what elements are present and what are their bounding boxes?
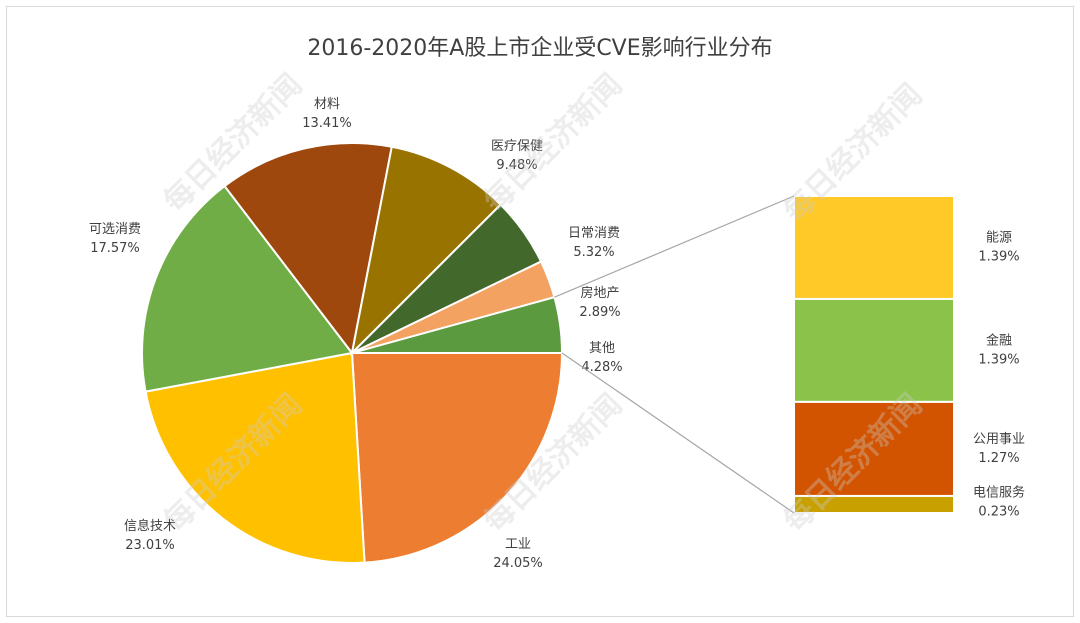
slice-value-label: 23.01%: [125, 538, 175, 553]
slice-label: 医疗保健: [491, 139, 543, 154]
breakdown-label: 电信服务: [973, 485, 1025, 501]
breakdown-value-label: 1.39%: [978, 250, 1019, 265]
breakdown-segment: [793, 297, 955, 403]
pie-slice: [350, 352, 564, 564]
breakdown-label: 能源: [986, 231, 1012, 246]
slice-value-label: 13.41%: [302, 116, 352, 131]
breakdown-value-label: 1.27%: [978, 451, 1019, 466]
slice-label: 日常消费: [568, 226, 620, 241]
pie-slice: [350, 145, 503, 357]
slice-label: 信息技术: [124, 518, 176, 534]
slice-value-label: 24.05%: [493, 556, 543, 571]
breakdown-label: 公用事业: [973, 432, 1025, 447]
pie-slice: [141, 184, 354, 393]
slice-label: 工业: [505, 537, 531, 552]
slice-value-label: 9.48%: [496, 158, 537, 173]
slice-value-label: 4.28%: [581, 360, 622, 375]
breakdown-segment: [793, 494, 955, 514]
slice-value-label: 17.57%: [90, 241, 140, 256]
slice-value-label: 2.89%: [579, 305, 620, 320]
pie-slice: [144, 351, 366, 564]
slice-label: 房地产: [580, 285, 619, 301]
slice-label: 其他: [589, 341, 615, 356]
breakdown-value-label: 1.39%: [978, 352, 1019, 367]
slice-label: 材料: [314, 97, 340, 112]
pie-slice: [351, 295, 564, 354]
slice-value-label: 5.32%: [573, 245, 614, 260]
breakdown-value-label: 0.23%: [978, 505, 1019, 520]
connector-line-top: [554, 195, 795, 298]
chart-title: 2016-2020年A股上市企业受CVE影响行业分布: [307, 36, 773, 61]
pie-slice: [223, 142, 393, 356]
slice-label: 可选消费: [89, 222, 141, 237]
connector-line-bottom: [561, 352, 795, 514]
breakdown-segment: [793, 195, 955, 300]
breakdown-label: 金融: [986, 332, 1012, 348]
